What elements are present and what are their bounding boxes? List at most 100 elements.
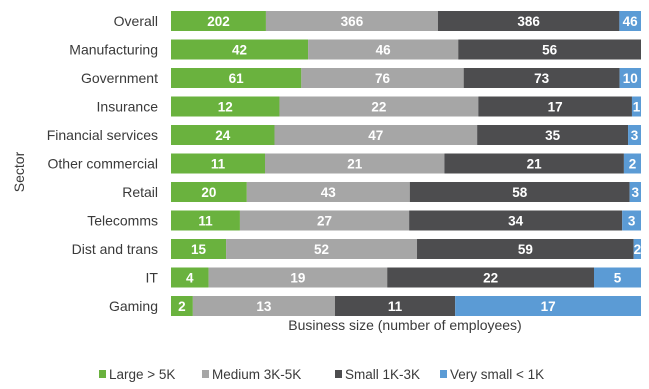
bar-segment-other-commercial-very-small — [623, 153, 641, 174]
data-label-overall-very-small: 46 — [623, 14, 639, 29]
bar-segment-overall-very-small — [619, 11, 641, 31]
bar-segment-other-commercial-large — [171, 153, 265, 174]
bar-segment-retail-small — [409, 182, 630, 202]
category-label-retail: Retail — [122, 184, 158, 200]
data-label-gaming-large: 2 — [178, 299, 186, 314]
data-label-retail-medium: 43 — [321, 185, 337, 200]
data-label-dist-and-trans-very-small: 2 — [634, 242, 642, 257]
bar-segment-financial-services-large — [171, 125, 275, 145]
data-label-insurance-large: 12 — [218, 100, 233, 115]
bar-segment-government-very-small — [619, 68, 641, 88]
bar-segment-dist-and-trans-large — [171, 239, 227, 259]
bar-segment-insurance-large — [171, 96, 280, 117]
category-label-dist-and-trans: Dist and trans — [72, 241, 158, 257]
data-label-telecomms-medium: 27 — [317, 214, 332, 229]
bar-segment-gaming-large — [171, 296, 193, 316]
category-label-overall: Overall — [114, 13, 158, 29]
data-label-it-small: 22 — [483, 271, 498, 286]
bar-segment-manufacturing-medium — [308, 39, 459, 60]
legend-swatch-medium — [202, 370, 209, 378]
data-label-overall-medium: 366 — [341, 14, 364, 29]
bar-segment-telecomms-very-small — [622, 210, 641, 231]
bar-segment-gaming-very-small — [455, 296, 641, 316]
category-label-insurance: Insurance — [97, 99, 159, 115]
bar-segment-telecomms-small — [409, 210, 623, 231]
data-label-telecomms-very-small: 3 — [628, 214, 636, 229]
bar-segment-it-small — [387, 267, 594, 288]
data-label-government-very-small: 10 — [623, 71, 638, 86]
legend-label-very-small: Very small < 1K — [450, 367, 544, 382]
data-label-manufacturing-medium: 46 — [376, 43, 392, 58]
data-label-other-commercial-medium: 21 — [347, 157, 363, 172]
category-label-government: Government — [81, 70, 158, 86]
bar-segment-telecomms-large — [171, 210, 240, 231]
x-axis-title: Business size (number of employees) — [288, 317, 521, 333]
data-label-dist-and-trans-large: 15 — [191, 242, 207, 257]
bar-segment-dist-and-trans-medium — [226, 239, 418, 259]
bar-segment-manufacturing-large — [171, 39, 309, 60]
data-label-manufacturing-small: 56 — [542, 43, 558, 58]
data-label-it-medium: 19 — [290, 271, 305, 286]
category-label-financial-services: Financial services — [47, 127, 158, 143]
bar-segment-gaming-medium — [192, 296, 335, 316]
data-label-other-commercial-very-small: 2 — [629, 157, 637, 172]
bar-segment-retail-very-small — [629, 182, 641, 202]
category-label-telecomms: Telecomms — [87, 213, 158, 229]
data-label-other-commercial-large: 11 — [211, 157, 226, 172]
bar-segment-government-medium — [301, 68, 464, 88]
y-axis-title: Sector — [11, 151, 27, 192]
data-label-retail-very-small: 3 — [632, 185, 640, 200]
bar-segment-retail-medium — [246, 182, 410, 202]
bar-segment-insurance-very-small — [631, 96, 641, 117]
bar-segment-financial-services-small — [477, 125, 629, 145]
legend-swatch-large — [99, 370, 106, 378]
category-label-manufacturing: Manufacturing — [69, 42, 158, 58]
bar-segment-it-medium — [208, 267, 388, 288]
bar-segment-it-large — [171, 267, 209, 288]
data-label-dist-and-trans-small: 59 — [518, 242, 533, 257]
category-label-gaming: Gaming — [109, 298, 158, 314]
data-label-financial-services-medium: 47 — [368, 128, 383, 143]
bar-segment-government-small — [463, 68, 620, 88]
data-label-government-medium: 76 — [375, 71, 391, 86]
bar-segment-dist-and-trans-very-small — [633, 239, 641, 259]
bar-segment-manufacturing-small — [458, 39, 641, 60]
legend-swatch-very-small — [440, 370, 447, 378]
bar-segment-overall-medium — [265, 11, 438, 31]
category-label-it: IT — [146, 270, 159, 286]
data-label-telecomms-small: 34 — [508, 214, 524, 229]
legend-swatch-small — [335, 370, 342, 378]
bar-segment-financial-services-medium — [274, 125, 478, 145]
data-label-overall-large: 202 — [207, 14, 230, 29]
category-label-other-commercial: Other commercial — [48, 156, 158, 172]
data-label-overall-small: 386 — [517, 14, 540, 29]
bar-segment-financial-services-very-small — [628, 125, 641, 145]
bar-segment-gaming-small — [334, 296, 456, 316]
legend-label-small: Small 1K-3K — [345, 367, 420, 382]
bar-segment-overall-large — [171, 11, 266, 31]
data-label-insurance-small: 17 — [548, 100, 563, 115]
bar-segment-dist-and-trans-small — [417, 239, 634, 259]
data-label-retail-large: 20 — [201, 185, 216, 200]
data-label-gaming-small: 11 — [388, 299, 403, 314]
data-label-financial-services-large: 24 — [215, 128, 231, 143]
data-label-it-very-small: 5 — [614, 271, 622, 286]
data-label-gaming-very-small: 17 — [541, 299, 556, 314]
data-label-dist-and-trans-medium: 52 — [314, 242, 329, 257]
legend-label-large: Large > 5K — [109, 367, 175, 382]
data-label-financial-services-very-small: 3 — [631, 128, 639, 143]
data-label-it-large: 4 — [186, 271, 194, 286]
data-label-government-small: 73 — [534, 71, 550, 86]
legend-label-medium: Medium 3K-5K — [212, 367, 301, 382]
data-label-insurance-very-small: 1 — [633, 100, 641, 115]
bar-segment-overall-small — [437, 11, 620, 31]
data-label-financial-services-small: 35 — [545, 128, 561, 143]
bar-segment-insurance-small — [478, 96, 632, 117]
data-label-retail-small: 58 — [512, 185, 528, 200]
data-label-government-large: 61 — [229, 71, 245, 86]
data-label-manufacturing-large: 42 — [232, 43, 247, 58]
bar-segment-other-commercial-small — [444, 153, 624, 174]
bar-segment-other-commercial-medium — [265, 153, 445, 174]
bar-segment-government-large — [171, 68, 302, 88]
